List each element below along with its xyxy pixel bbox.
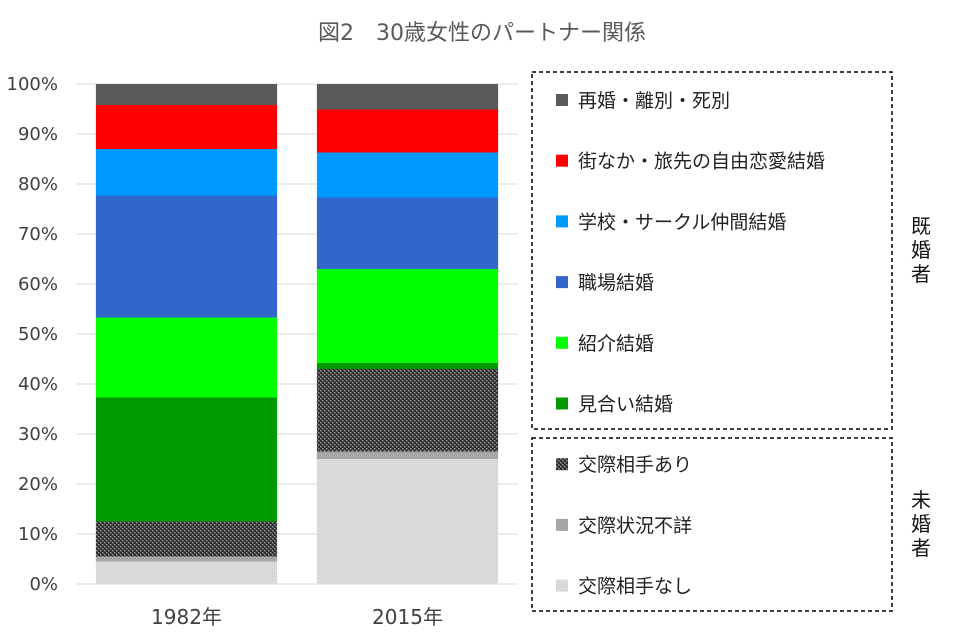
- bar-segment: [95, 397, 278, 522]
- legend-label: 紹介結婚: [578, 333, 654, 355]
- y-tick-label: 70%: [18, 224, 58, 245]
- legend-swatch: [556, 397, 568, 410]
- bar-segment: [95, 84, 278, 105]
- x-axis-tick-labels: 1982年 2015年: [151, 605, 443, 629]
- chart-title: 図2 30歳女性のパートナー関係: [318, 21, 646, 46]
- bar-segment: [316, 197, 499, 269]
- y-tick-label: 0%: [29, 574, 58, 595]
- legend-group-label: 未婚者: [911, 488, 931, 560]
- y-tick-label: 40%: [18, 374, 58, 395]
- x-tick-label: 2015年: [372, 605, 443, 629]
- legend-group-label: 既婚者: [911, 214, 931, 286]
- y-tick-label: 100%: [7, 74, 58, 95]
- y-axis-tick-labels: 0% 10% 20% 30% 40% 50% 60% 70% 80% 90% 100%: [7, 74, 58, 595]
- bar-segment: [316, 84, 499, 110]
- legend-label: 街なか・旅先の自由恋愛結婚: [578, 151, 825, 173]
- bar-segment: [95, 317, 278, 398]
- x-tick-label: 1982年: [151, 605, 222, 629]
- bar-segment: [95, 149, 278, 196]
- legend: 再婚・離別・死別街なか・旅先の自由恋愛結婚学校・サークル仲間結婚職場結婚紹介結婚…: [556, 90, 825, 598]
- legend-swatch: [556, 579, 568, 592]
- legend-swatch: [556, 276, 568, 289]
- y-tick-label: 30%: [18, 424, 58, 445]
- bar-segment: [316, 109, 499, 153]
- y-tick-label: 60%: [18, 274, 58, 295]
- legend-label: 交際状況不詳: [578, 515, 692, 537]
- bar-segment: [95, 556, 278, 562]
- bar-segment: [316, 369, 499, 452]
- bar-segment: [316, 363, 499, 369]
- legend-swatch: [556, 154, 568, 167]
- y-tick-label: 90%: [18, 124, 58, 145]
- y-tick-label: 10%: [18, 524, 58, 545]
- bars: [95, 84, 499, 584]
- bar-segment: [316, 459, 499, 584]
- bar-segment: [95, 561, 278, 584]
- bar-segment: [316, 451, 499, 459]
- y-tick-label: 20%: [18, 474, 58, 495]
- legend-swatch: [556, 458, 568, 471]
- legend-swatch: [556, 518, 568, 531]
- legend-label: 交際相手あり: [578, 454, 692, 476]
- legend-box-married: [531, 71, 893, 430]
- bar-segment: [316, 152, 499, 198]
- legend-label: 学校・サークル仲間結婚: [578, 211, 786, 233]
- y-tick-label: 80%: [18, 174, 58, 195]
- y-tick-label: 50%: [18, 324, 58, 345]
- legend-swatch: [556, 215, 568, 228]
- bar-segment: [316, 269, 499, 363]
- bar-segment: [95, 105, 278, 149]
- legend-swatch: [556, 336, 568, 349]
- bar-segment: [95, 521, 278, 557]
- legend-swatch: [556, 94, 568, 106]
- legend-label: 再婚・離別・死別: [578, 90, 730, 112]
- bar-segment: [95, 195, 278, 318]
- legend-label: 職場結婚: [578, 272, 654, 294]
- legend-label: 見合い結婚: [578, 394, 673, 416]
- legend-label: 交際相手なし: [578, 576, 692, 598]
